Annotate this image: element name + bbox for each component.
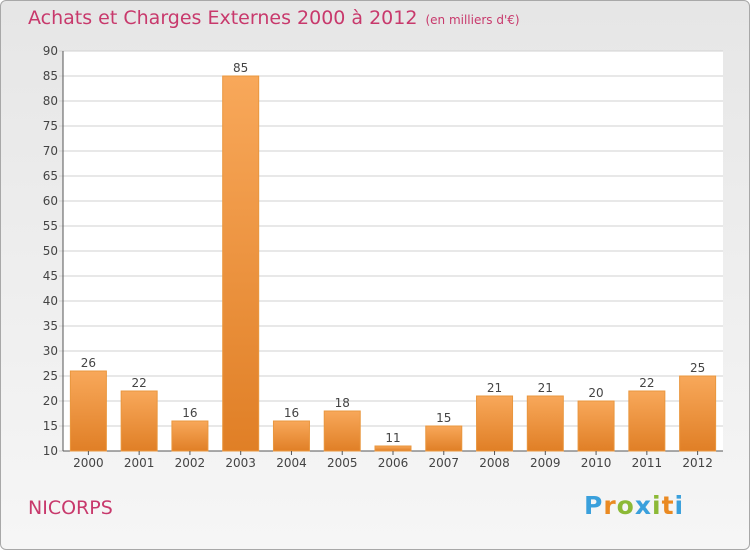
- data-label: 16: [284, 406, 299, 420]
- data-label: 15: [436, 411, 451, 425]
- x-tick-label: 2003: [225, 456, 256, 470]
- bar: [171, 420, 209, 452]
- y-tick-label: 80: [43, 94, 58, 108]
- y-tick-label: 25: [43, 369, 58, 383]
- commune-name: NICORPS: [28, 497, 113, 519]
- data-label: 21: [487, 381, 502, 395]
- bar: [425, 425, 463, 452]
- x-tick-label: 2008: [479, 456, 510, 470]
- data-label: 25: [690, 361, 705, 375]
- x-tick-label: 2005: [327, 456, 358, 470]
- bar: [476, 395, 514, 452]
- data-label: 26: [81, 356, 96, 370]
- x-tick-label: 2011: [632, 456, 663, 470]
- logo-letter: x: [634, 491, 652, 520]
- x-tick-label: 2000: [73, 456, 104, 470]
- data-label: 22: [639, 376, 654, 390]
- y-tick-label: 50: [43, 244, 58, 258]
- data-label: 20: [588, 386, 603, 400]
- y-tick-label: 30: [43, 344, 58, 358]
- bar: [323, 410, 361, 452]
- chart-subtitle: (en milliers d'€): [425, 13, 520, 27]
- bar: [628, 390, 666, 452]
- x-tick-label: 2002: [175, 456, 206, 470]
- data-label: 16: [182, 406, 197, 420]
- data-label: 18: [335, 396, 350, 410]
- logo-letter: i: [652, 491, 662, 520]
- y-tick-label: 20: [43, 394, 58, 408]
- proxiti-logo: Proxiti: [584, 491, 684, 520]
- y-tick-label: 15: [43, 419, 58, 433]
- y-tick-label: 60: [43, 194, 58, 208]
- logo-letter: t: [661, 491, 675, 520]
- bar: [374, 445, 412, 452]
- data-label: 21: [538, 381, 553, 395]
- x-tick-label: 2009: [530, 456, 561, 470]
- x-tick-label: 2006: [378, 456, 409, 470]
- y-tick-label: 90: [43, 44, 58, 58]
- bar: [222, 75, 260, 452]
- bar: [679, 375, 717, 452]
- bar: [120, 390, 158, 452]
- y-tick-label: 40: [43, 294, 58, 308]
- logo-letter: r: [603, 491, 617, 520]
- bar: [526, 395, 564, 452]
- x-tick-label: 2012: [682, 456, 713, 470]
- y-tick-label: 55: [43, 219, 58, 233]
- x-tick-label: 2001: [124, 456, 155, 470]
- y-tick-label: 65: [43, 169, 58, 183]
- logo-letter: i: [674, 491, 685, 520]
- y-tick-label: 10: [43, 444, 58, 458]
- x-tick-label: 2010: [581, 456, 612, 470]
- bar: [577, 400, 615, 452]
- data-label: 22: [132, 376, 147, 390]
- bar: [272, 420, 310, 452]
- y-tick-label: 70: [43, 144, 58, 158]
- logo-letter: P: [584, 491, 604, 520]
- logo-letter: o: [616, 491, 635, 520]
- chart-title: Achats et Charges Externes 2000 à 2012 (e…: [28, 7, 520, 29]
- x-tick-label: 2007: [428, 456, 459, 470]
- x-tick-label: 2004: [276, 456, 307, 470]
- data-label: 11: [385, 431, 400, 445]
- y-tick-label: 45: [43, 269, 58, 283]
- y-tick-label: 75: [43, 119, 58, 133]
- chart-title-text: Achats et Charges Externes 2000 à 2012: [28, 7, 418, 29]
- y-tick-label: 85: [43, 69, 58, 83]
- y-tick-label: 35: [43, 319, 58, 333]
- data-label: 85: [233, 61, 248, 75]
- bar: [69, 370, 107, 452]
